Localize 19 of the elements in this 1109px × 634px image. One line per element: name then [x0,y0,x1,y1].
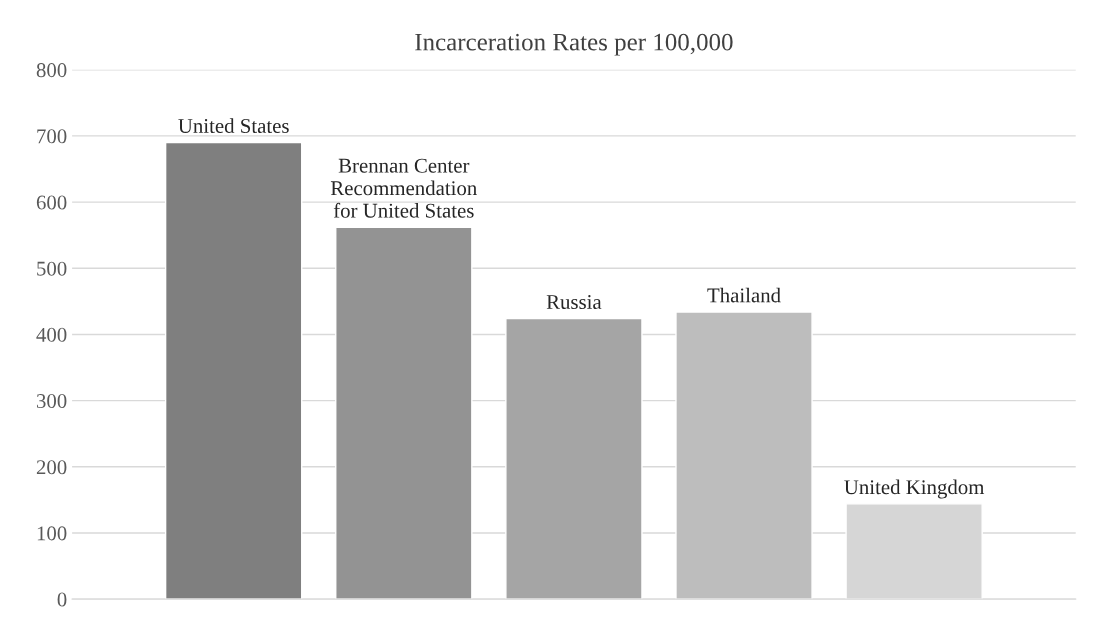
y-tick-label: 0 [57,592,67,607]
x-tick-label: Brennan Center Recommendation for United States [330,158,477,218]
y-tick-label: 800 [36,63,67,78]
bar [164,141,303,600]
y-tick-label: 200 [36,460,67,475]
bar [505,317,643,600]
x-tick-label: United States [178,118,289,134]
x-tick-label: United Kingdom [844,479,985,499]
x-tick-label: Russia [546,295,602,310]
y-tick-label: 700 [37,129,67,144]
bar [335,226,473,600]
bar [675,311,813,600]
y-tick-label: 600 [36,195,67,210]
chart-title: Incarceration Rates per 100,000 [415,33,733,56]
y-tick-label: 100 [37,526,67,541]
y-tick-label: 300 [36,393,67,409]
y-tick-label: 500 [37,261,67,276]
y-tick-label: 400 [36,327,67,342]
x-tick-label: Thailand [707,287,781,303]
